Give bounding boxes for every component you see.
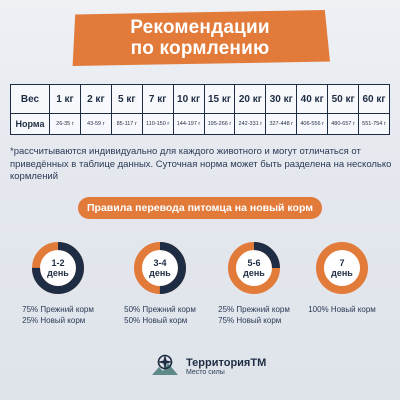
weight-cell: 40 кг (296, 84, 329, 114)
norm-cell: 85-117 г (110, 113, 143, 135)
stage-day-label: 5-6 день (227, 241, 281, 295)
norm-cell: 242-331 г (234, 113, 267, 135)
weight-cell: 20 кг (234, 84, 267, 114)
transition-stage-2: 3-4 день 50% Прежний корм 50% Новый корм (120, 241, 200, 328)
ring-chart (32, 242, 84, 294)
weight-cell: 5 кг (110, 84, 143, 114)
transition-stage-3: 5-6 день 25% Прежний корм 75% Новый корм (214, 241, 294, 328)
norm-label: Норма (10, 113, 50, 135)
stage-day-word: день (331, 268, 353, 278)
stage-day-number: 5-6 (247, 258, 261, 268)
norm-cell: 195-266 г (203, 113, 236, 135)
weight-cell: 30 кг (265, 84, 298, 114)
stage-ratio: 50% Прежний корм 50% Новый корм (124, 304, 196, 326)
norm-row: Норма 26-35 г 43-59 г 85-117 г 110-150 г… (10, 113, 390, 135)
stage-ring: 3-4 день (133, 241, 187, 295)
brand-tagline: Место силы (186, 368, 225, 376)
weight-cell: 10 кг (172, 84, 205, 114)
norm-cell: 327-448 г (265, 113, 298, 135)
stage-ratio-line: 75% Прежний корм (22, 305, 94, 314)
transition-title-pill: Правила перевода питомца на новый корм (78, 197, 322, 219)
brand-name: ТерриторияTM (186, 356, 267, 369)
new-food-arc (316, 242, 368, 294)
norm-cell: 26-35 г (49, 113, 81, 135)
weight-cell: 50 кг (327, 84, 360, 114)
norm-cell: 144-197 г (172, 113, 205, 135)
footnote: *рассчитываются индивидуально для каждог… (10, 146, 392, 182)
norm-cell: 406-556 г (296, 113, 329, 135)
weight-cell: 7 кг (141, 84, 174, 114)
stage-day-label: 1-2 день (31, 241, 85, 295)
ring-chart (134, 242, 186, 294)
stage-ratio-line: 25% Новый корм (22, 316, 86, 325)
brand-logo: ТерриторияTM Место силы (150, 350, 266, 382)
stage-ratio-line: 50% Прежний корм (124, 305, 196, 314)
weight-label: Вес (10, 84, 50, 114)
ring-chart (316, 242, 368, 294)
feeding-table: Вес 1 кг 2 кг 5 кг 7 кг 10 кг 15 кг 20 к… (10, 84, 390, 135)
stage-day-word: день (243, 268, 265, 278)
stage-ring: 7 день (315, 241, 369, 295)
previous-food-arc (32, 242, 84, 294)
stage-ratio-line: 50% Новый корм (124, 316, 188, 325)
weight-cell: 60 кг (358, 84, 390, 114)
stage-day-number: 1-2 (51, 258, 65, 268)
weight-row: Вес 1 кг 2 кг 5 кг 7 кг 10 кг 15 кг 20 к… (10, 84, 390, 114)
compass-icon (152, 354, 178, 375)
stage-day-word: день (47, 268, 69, 278)
stage-ratio: 100% Новый корм (308, 304, 376, 315)
stage-ring: 5-6 день (227, 241, 281, 295)
stage-ratio-line: 25% Прежний корм (218, 305, 290, 314)
stage-day-label: 7 день (315, 241, 369, 295)
weight-cell: 15 кг (203, 84, 236, 114)
title-banner: Рекомендации по кормлению (72, 10, 330, 66)
previous-food-arc (228, 242, 280, 294)
stage-day-word: день (149, 268, 171, 278)
stage-day-number: 3-4 (153, 258, 167, 268)
title-line-2: по кормлению (130, 38, 270, 59)
title-line-1: Рекомендации (130, 17, 270, 38)
ring-chart (228, 242, 280, 294)
weight-cell: 2 кг (79, 84, 112, 114)
stage-ring: 1-2 день (31, 241, 85, 295)
transition-stage-4: 7 день 100% Новый корм (302, 241, 382, 317)
norm-cell: 551-754 г (358, 113, 390, 135)
norm-cell: 43-59 г (79, 113, 112, 135)
stage-ratio: 25% Прежний корм 75% Новый корм (218, 304, 290, 326)
previous-food-arc (134, 242, 186, 294)
stage-day-label: 3-4 день (133, 241, 187, 295)
transition-stage-1: 1-2 день 75% Прежний корм 25% Новый корм (18, 241, 98, 328)
stage-ratio-line: 100% Новый корм (308, 305, 376, 314)
norm-cell: 480-657 г (327, 113, 360, 135)
weight-cell: 1 кг (49, 84, 81, 114)
stage-day-number: 7 (339, 258, 345, 268)
stage-ratio-line: 75% Новый корм (218, 316, 282, 325)
norm-cell: 110-150 г (141, 113, 174, 135)
stage-ratio: 75% Прежний корм 25% Новый корм (22, 304, 94, 326)
transition-title: Правила перевода питомца на новый корм (87, 202, 313, 214)
